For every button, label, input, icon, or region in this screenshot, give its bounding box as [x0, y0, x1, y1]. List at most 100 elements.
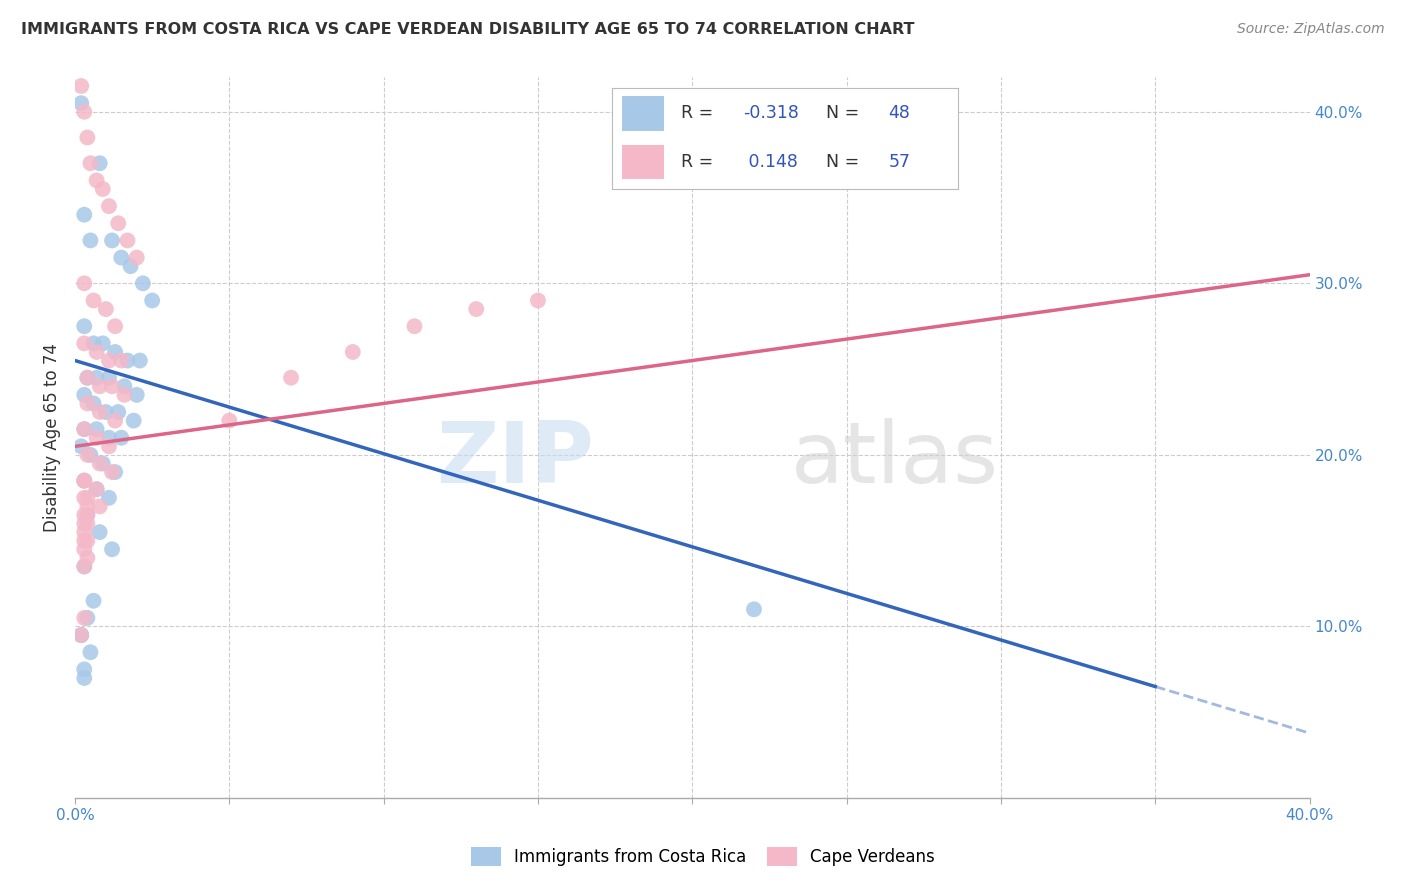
Point — [76, 611, 98, 625]
Point — [76, 508, 98, 522]
Point — [79, 645, 101, 659]
Point — [465, 301, 488, 316]
Point — [104, 465, 127, 479]
Point — [681, 173, 703, 187]
Point — [89, 457, 111, 471]
Point — [76, 508, 98, 522]
Legend: Immigrants from Costa Rica, Cape Verdeans: Immigrants from Costa Rica, Cape Verdean… — [463, 838, 943, 875]
Point — [76, 370, 98, 384]
Point — [89, 379, 111, 393]
Point — [86, 345, 108, 359]
Point — [79, 448, 101, 462]
Point — [122, 414, 145, 428]
Point — [83, 396, 105, 410]
Point — [70, 439, 93, 453]
Point — [76, 491, 98, 505]
Point — [104, 345, 127, 359]
Point — [527, 293, 550, 308]
Point — [83, 293, 105, 308]
Point — [218, 414, 240, 428]
Point — [132, 277, 155, 291]
Point — [125, 251, 148, 265]
Point — [94, 301, 117, 316]
Point — [280, 370, 302, 384]
Point — [125, 388, 148, 402]
Point — [742, 602, 765, 616]
Point — [73, 611, 96, 625]
Point — [94, 405, 117, 419]
Point — [79, 234, 101, 248]
Point — [73, 474, 96, 488]
Point — [73, 422, 96, 436]
Point — [89, 525, 111, 540]
Text: atlas: atlas — [792, 417, 1000, 501]
Point — [76, 516, 98, 531]
Point — [101, 234, 124, 248]
Point — [141, 293, 163, 308]
Point — [76, 130, 98, 145]
Point — [73, 559, 96, 574]
Point — [73, 542, 96, 557]
Point — [70, 628, 93, 642]
Point — [128, 353, 150, 368]
Point — [73, 319, 96, 334]
Point — [73, 104, 96, 119]
Point — [97, 439, 120, 453]
Point — [76, 448, 98, 462]
Point — [112, 388, 135, 402]
Point — [70, 628, 93, 642]
Point — [73, 474, 96, 488]
Point — [104, 414, 127, 428]
Point — [70, 628, 93, 642]
Point — [86, 422, 108, 436]
Point — [86, 431, 108, 445]
Point — [101, 379, 124, 393]
Point — [404, 319, 426, 334]
Point — [104, 319, 127, 334]
Point — [73, 525, 96, 540]
Point — [97, 370, 120, 384]
Point — [73, 533, 96, 548]
Text: Source: ZipAtlas.com: Source: ZipAtlas.com — [1237, 22, 1385, 37]
Point — [73, 277, 96, 291]
Point — [97, 353, 120, 368]
Point — [76, 396, 98, 410]
Point — [97, 431, 120, 445]
Text: ZIP: ZIP — [436, 417, 593, 501]
Point — [110, 353, 132, 368]
Point — [110, 431, 132, 445]
Point — [73, 662, 96, 676]
Point — [97, 199, 120, 213]
Point — [73, 516, 96, 531]
Point — [73, 422, 96, 436]
Point — [97, 491, 120, 505]
Point — [86, 173, 108, 187]
Point — [70, 78, 93, 93]
Point — [86, 482, 108, 496]
Point — [120, 259, 142, 273]
Point — [70, 96, 93, 111]
Point — [112, 379, 135, 393]
Point — [79, 156, 101, 170]
Point — [91, 336, 114, 351]
Point — [76, 370, 98, 384]
Point — [91, 457, 114, 471]
Point — [73, 491, 96, 505]
Text: IMMIGRANTS FROM COSTA RICA VS CAPE VERDEAN DISABILITY AGE 65 TO 74 CORRELATION C: IMMIGRANTS FROM COSTA RICA VS CAPE VERDE… — [21, 22, 914, 37]
Point — [73, 388, 96, 402]
Point — [107, 216, 129, 230]
Y-axis label: Disability Age 65 to 74: Disability Age 65 to 74 — [44, 343, 60, 533]
Point — [86, 482, 108, 496]
Point — [91, 182, 114, 196]
Point — [342, 345, 364, 359]
Point — [86, 370, 108, 384]
Point — [89, 500, 111, 514]
Point — [76, 550, 98, 565]
Point — [101, 465, 124, 479]
Point — [76, 533, 98, 548]
Point — [73, 671, 96, 685]
Point — [89, 156, 111, 170]
Point — [101, 542, 124, 557]
Point — [83, 593, 105, 607]
Point — [107, 405, 129, 419]
